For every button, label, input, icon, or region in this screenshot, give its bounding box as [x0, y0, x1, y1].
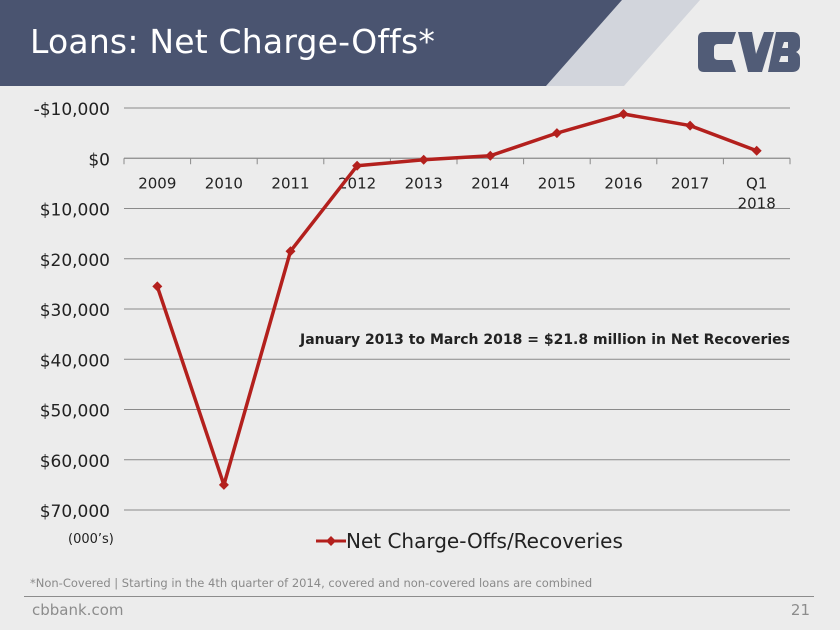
y-tick-label: $30,000	[40, 301, 110, 321]
data-point	[551, 128, 562, 139]
header-accent-stripe	[546, 0, 700, 86]
y-tick-label: $60,000	[40, 452, 110, 472]
page-title: Loans: Net Charge-Offs*	[30, 22, 436, 61]
unit-note: (000’s)	[68, 532, 114, 547]
data-point	[218, 479, 229, 490]
x-tick-label: 2015	[538, 174, 576, 192]
legend-diamond-marker	[326, 536, 336, 546]
data-point	[418, 154, 429, 165]
chart-annotation: January 2013 to March 2018 = $21.8 milli…	[299, 332, 790, 348]
x-tick-label: Q1 2018	[738, 174, 776, 212]
x-tick-label: 2010	[205, 174, 243, 192]
x-tick-label: 2013	[405, 174, 443, 192]
cvb-logo-icon	[698, 32, 800, 72]
legend: Net Charge-Offs/Recoveries	[316, 529, 623, 553]
y-tick-label: $70,000	[40, 502, 110, 522]
logo-v-shape	[738, 32, 774, 72]
x-tick-label: 2011	[271, 174, 309, 192]
x-axis: 2009 2010 2011 2012 2013 2014 2015 2016 2017 Q1 20…	[123, 157, 791, 212]
data-point	[618, 109, 629, 120]
y-tick-label: $40,000	[40, 351, 110, 371]
y-tick-label: -$10,000	[34, 100, 110, 120]
y-tick-label: $20,000	[40, 251, 110, 271]
x-tick-label: 2016	[604, 174, 642, 192]
data-point	[485, 150, 496, 161]
x-tick-label: 2014	[471, 174, 509, 192]
chart-area: -$10,000 $0 $10,000 $20,000 $30,000 $40,000 $5…	[34, 100, 791, 553]
data-point	[352, 160, 363, 171]
footer-page-number: 21	[790, 601, 810, 619]
y-tick-label: $10,000	[40, 201, 110, 221]
x-tick-label: 2017	[671, 174, 709, 192]
y-tick-label: $50,000	[40, 402, 110, 422]
header-title-band	[0, 0, 622, 86]
footer-site-url: cbbank.com	[32, 601, 124, 619]
logo-c-shape	[698, 32, 736, 72]
x-tick-label: 2009	[138, 174, 176, 192]
grid-lines	[124, 107, 790, 511]
y-tick-label: $0	[88, 150, 110, 170]
data-point	[751, 145, 762, 156]
footnote: *Non-Covered | Starting in the 4th quart…	[30, 576, 593, 590]
y-axis-tick-labels: -$10,000 $0 $10,000 $20,000 $30,000 $40,000 $5…	[34, 100, 110, 522]
data-point	[152, 281, 163, 292]
series-net-charge-offs	[152, 109, 762, 490]
data-point	[285, 246, 296, 257]
logo-b-shape	[768, 32, 800, 72]
series-line	[155, 112, 758, 487]
data-point	[685, 120, 696, 131]
footer-divider	[24, 596, 814, 597]
legend-label: Net Charge-Offs/Recoveries	[346, 529, 623, 553]
